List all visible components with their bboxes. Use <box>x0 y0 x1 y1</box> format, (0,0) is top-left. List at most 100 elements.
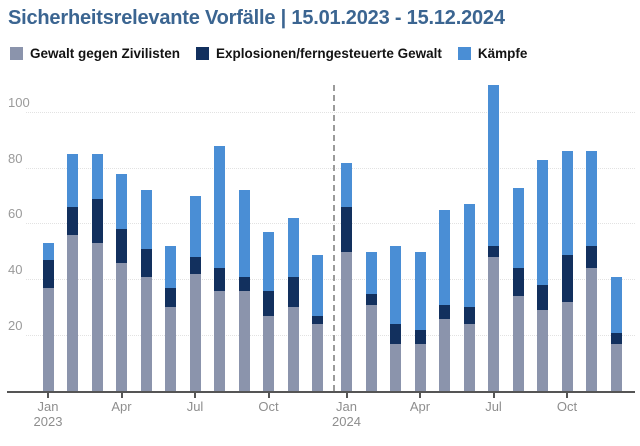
bar-segment[interactable] <box>463 204 475 308</box>
bar-segment[interactable] <box>263 290 274 316</box>
bar-segment[interactable] <box>341 162 352 208</box>
bar-segment[interactable] <box>561 254 573 302</box>
bar-segment[interactable] <box>189 257 201 275</box>
bar-apr-2023[interactable] <box>116 173 127 391</box>
bar-segment[interactable] <box>91 154 103 199</box>
bar-segment[interactable] <box>512 296 524 391</box>
bar-segment[interactable] <box>214 268 225 291</box>
bar-segment[interactable] <box>42 260 54 288</box>
bar-segment[interactable] <box>414 329 426 344</box>
bar-aug-2024[interactable] <box>512 187 524 391</box>
bar-segment[interactable] <box>586 268 597 391</box>
bar-sep-2023[interactable] <box>238 190 250 391</box>
bar-segment[interactable] <box>165 287 176 308</box>
bar-segment[interactable] <box>214 290 225 391</box>
bar-segment[interactable] <box>512 268 524 297</box>
bar-segment[interactable] <box>67 154 78 208</box>
bar-segment[interactable] <box>189 274 201 391</box>
bar-segment[interactable] <box>42 243 54 261</box>
bar-segment[interactable] <box>488 257 499 391</box>
bar-segment[interactable] <box>463 307 475 325</box>
battles-swatch-icon <box>457 47 471 60</box>
bar-segment[interactable] <box>140 190 152 249</box>
bar-segment[interactable] <box>586 246 597 269</box>
bar-segment[interactable] <box>586 151 597 247</box>
bar-segment[interactable] <box>561 301 573 391</box>
bar-mai-2023[interactable] <box>140 190 152 391</box>
bar-segment[interactable] <box>214 145 225 269</box>
bar-okt-2023[interactable] <box>263 232 274 391</box>
bar-segment[interactable] <box>463 324 475 391</box>
bar-nov-2024[interactable] <box>586 151 597 391</box>
bar-segment[interactable] <box>263 232 274 291</box>
bar-segment[interactable] <box>439 318 450 391</box>
bar-segment[interactable] <box>287 307 299 391</box>
bar-segment[interactable] <box>312 315 323 325</box>
bar-segment[interactable] <box>512 187 524 269</box>
bar-mar-2024[interactable] <box>390 246 401 391</box>
bar-jan-2023[interactable] <box>42 243 54 391</box>
bar-segment[interactable] <box>116 229 127 263</box>
bar-segment[interactable] <box>439 209 450 305</box>
bar-segment[interactable] <box>67 235 78 391</box>
bar-segment[interactable] <box>414 343 426 391</box>
bar-segment[interactable] <box>610 332 622 344</box>
bar-segment[interactable] <box>91 243 103 391</box>
bar-segment[interactable] <box>365 293 377 305</box>
bar-segment[interactable] <box>238 290 250 391</box>
bar-segment[interactable] <box>165 246 176 288</box>
bar-segment[interactable] <box>439 304 450 319</box>
bar-feb-2023[interactable] <box>67 154 78 391</box>
bar-segment[interactable] <box>537 159 548 286</box>
bar-jan-2024[interactable] <box>341 162 352 391</box>
bar-jul-2024[interactable] <box>488 84 499 391</box>
bar-segment[interactable] <box>341 207 352 252</box>
x-axis-year-label: 2023 <box>33 414 63 429</box>
bar-segment[interactable] <box>414 251 426 330</box>
bar-segment[interactable] <box>561 151 573 255</box>
bar-segment[interactable] <box>537 310 548 391</box>
bar-segment[interactable] <box>537 285 548 311</box>
bar-okt-2024[interactable] <box>561 151 573 391</box>
bar-segment[interactable] <box>116 262 127 391</box>
bar-segment[interactable] <box>365 251 377 294</box>
bar-segment[interactable] <box>287 276 299 308</box>
bar-nov-2023[interactable] <box>287 218 299 391</box>
bar-segment[interactable] <box>312 324 323 391</box>
bar-segment[interactable] <box>67 207 78 236</box>
bar-mai-2024[interactable] <box>439 209 450 391</box>
bar-segment[interactable] <box>42 287 54 391</box>
bar-aug-2023[interactable] <box>214 145 225 391</box>
bar-dez-2024[interactable] <box>610 276 622 391</box>
x-axis-tick <box>194 393 196 398</box>
bar-segment[interactable] <box>341 251 352 391</box>
bar-feb-2024[interactable] <box>365 251 377 391</box>
bar-segment[interactable] <box>263 315 274 391</box>
bar-segment[interactable] <box>238 190 250 277</box>
bar-segment[interactable] <box>390 343 401 391</box>
bar-segment[interactable] <box>312 254 323 316</box>
bar-segment[interactable] <box>610 343 622 391</box>
bar-segment[interactable] <box>488 246 499 258</box>
bar-dez-2023[interactable] <box>312 254 323 391</box>
bar-segment[interactable] <box>390 324 401 344</box>
bar-segment[interactable] <box>140 276 152 391</box>
bar-segment[interactable] <box>140 248 152 277</box>
bar-sep-2024[interactable] <box>537 159 548 391</box>
bar-segment[interactable] <box>287 218 299 277</box>
bar-segment[interactable] <box>610 276 622 333</box>
bar-mar-2023[interactable] <box>91 154 103 391</box>
bar-jun-2023[interactable] <box>165 246 176 391</box>
bar-segment[interactable] <box>116 173 127 230</box>
bar-jun-2024[interactable] <box>463 204 475 391</box>
bar-apr-2024[interactable] <box>414 251 426 391</box>
bar-segment[interactable] <box>165 307 176 391</box>
bar-segment[interactable] <box>365 304 377 391</box>
bar-segment[interactable] <box>488 84 499 247</box>
bar-jul-2023[interactable] <box>189 196 201 391</box>
bar-segment[interactable] <box>91 198 103 244</box>
bar-segment[interactable] <box>390 246 401 325</box>
bar-segment[interactable] <box>238 276 250 291</box>
bar-segment[interactable] <box>189 196 201 258</box>
y-axis-tick-label: 60 <box>8 206 23 222</box>
